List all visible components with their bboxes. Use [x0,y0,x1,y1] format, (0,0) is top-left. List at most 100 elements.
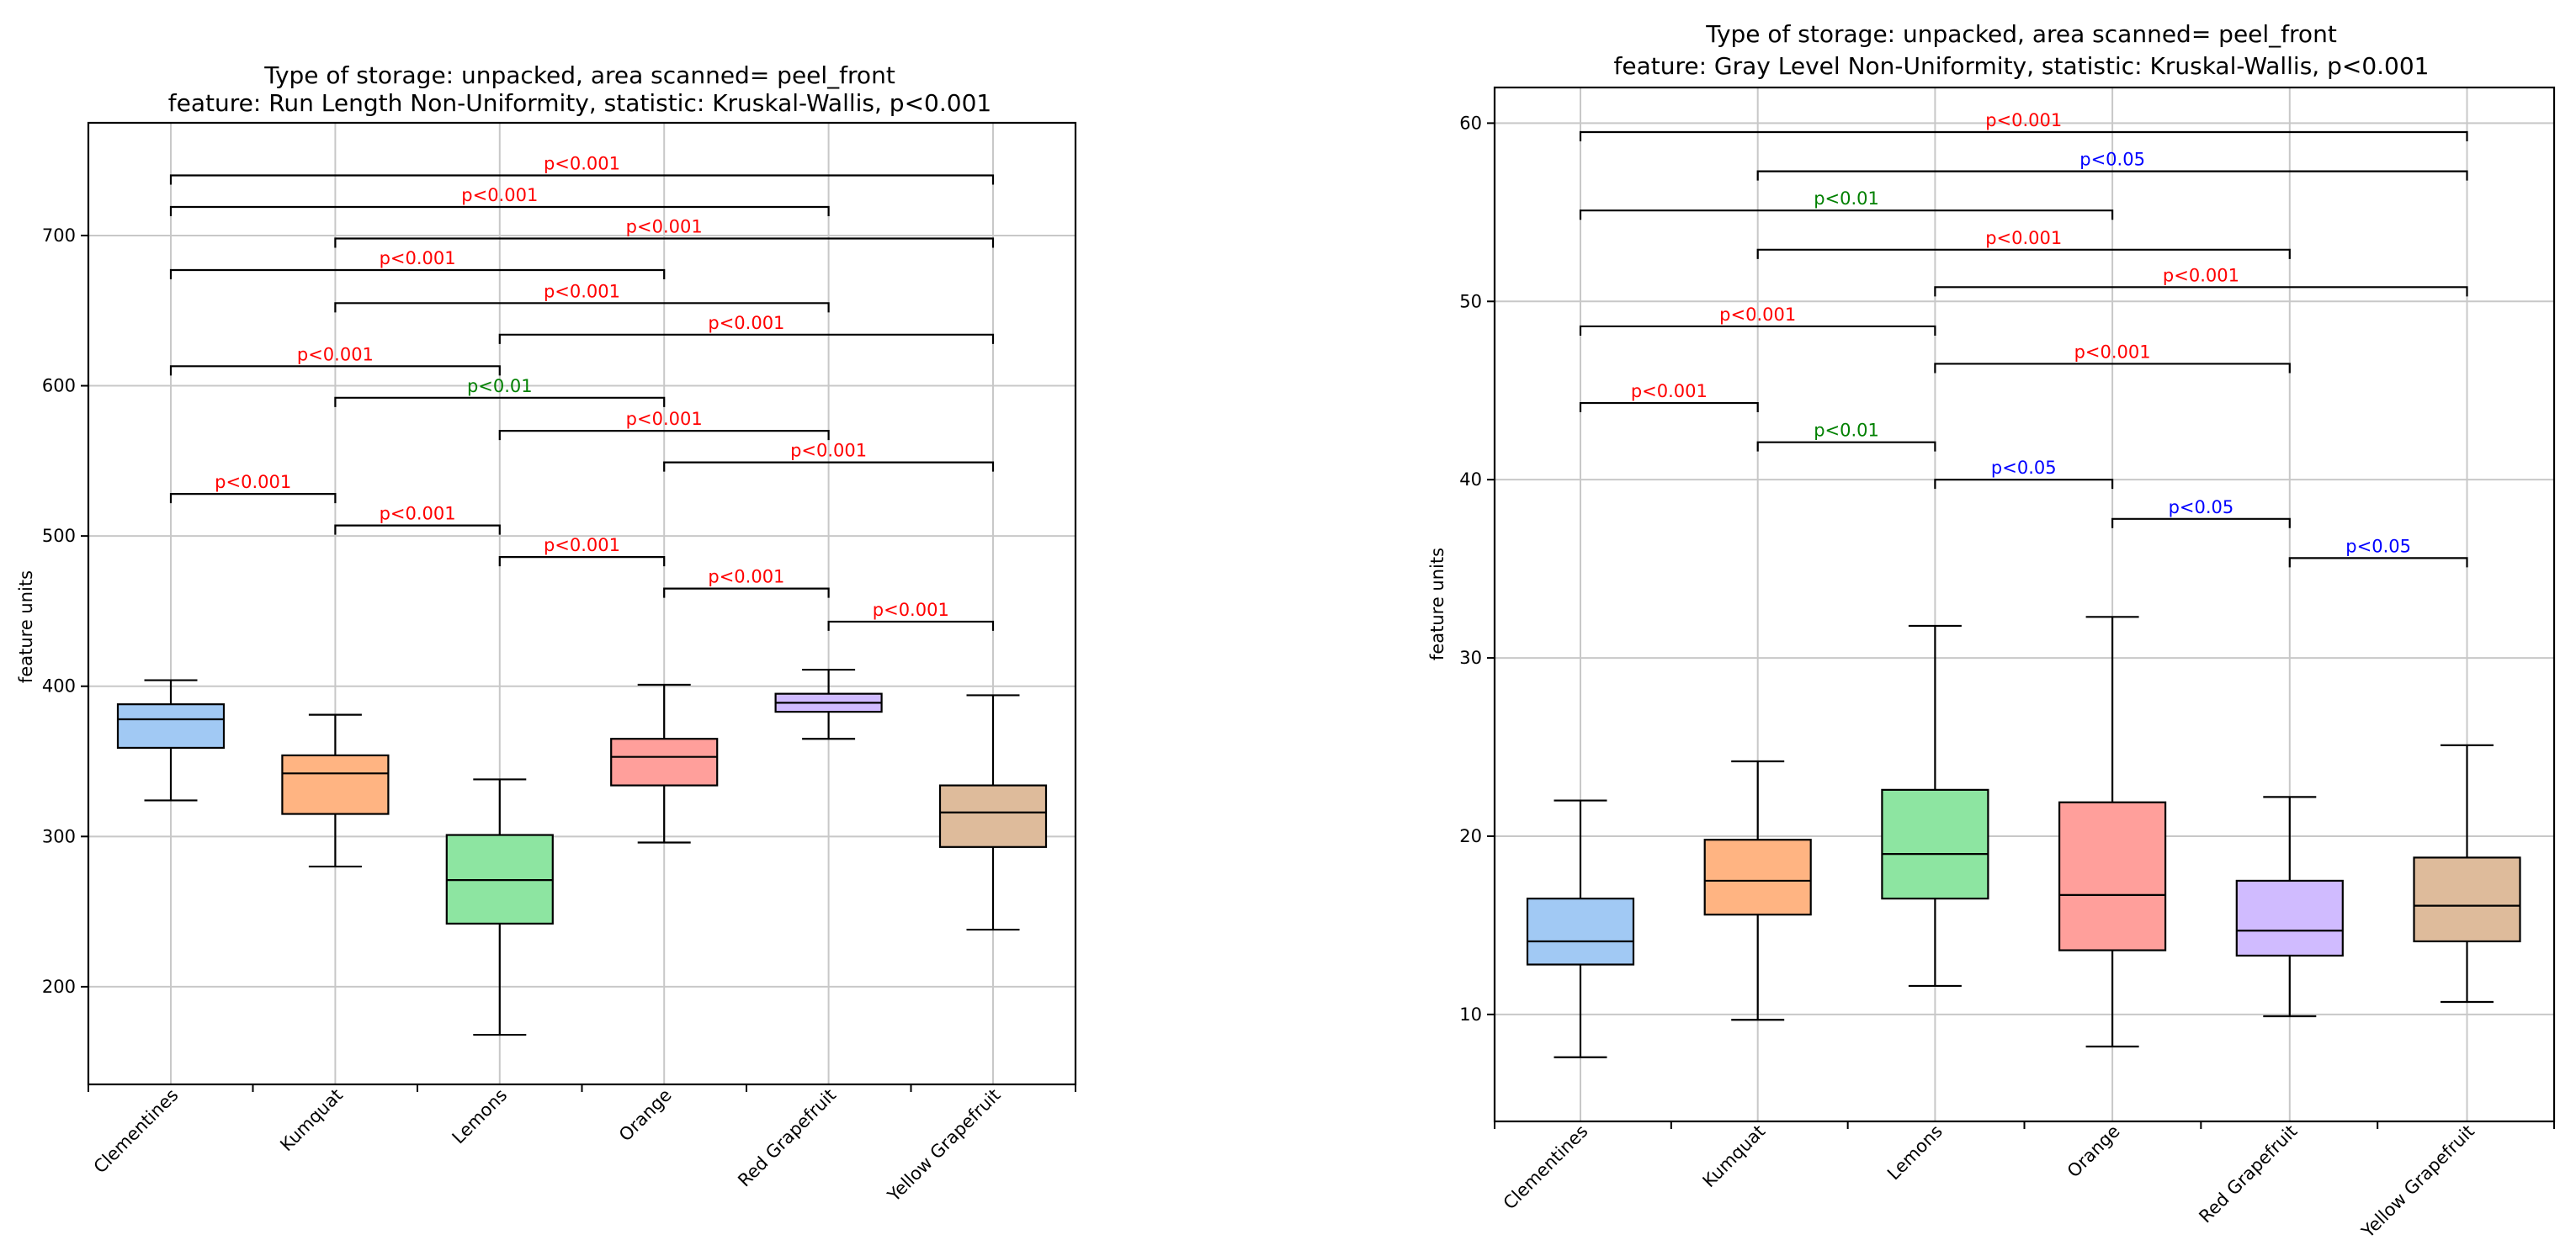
significance-label: p<0.001 [544,154,620,174]
significance-bracket: p<0.05 [2111,497,2291,528]
significance-bracket: p<0.001 [498,535,666,567]
significance-bracket: p<0.001 [169,472,337,504]
significance-bracket: p<0.001 [663,567,830,598]
significance-bracket: p<0.01 [1579,188,2114,220]
significance-label: p<0.05 [2345,536,2411,556]
significance-bracket: p<0.001 [498,409,830,441]
right-chart-title-line2: feature: Gray Level Non-Uniformity, stat… [1614,52,2430,80]
box-iqr [1703,839,1812,916]
significance-bracket: p<0.001 [1756,228,2291,259]
right-chart-title-line1: Type of storage: unpacked, area scanned=… [1705,20,2337,48]
bracket-line [827,620,995,631]
significance-bracket: p<0.001 [169,248,666,280]
significance-bracket: p<0.001 [169,344,501,376]
significance-label: p<0.01 [1814,188,1879,209]
significance-label: p<0.05 [2079,150,2145,170]
box-lemons [445,778,554,1036]
box-iqr [116,703,226,750]
y-tick-label: 200 [42,977,76,997]
bracket-line [169,493,337,504]
significance-bracket: p<0.05 [1756,150,2468,181]
bracket-line [1756,170,2468,181]
significance-label: p<0.001 [1631,381,1708,401]
box-iqr [2058,801,2167,951]
significance-bracket: p<0.001 [169,185,830,217]
significance-label: p<0.001 [544,281,620,301]
box-iqr [610,738,719,787]
significance-bracket: p<0.001 [334,281,830,313]
y-tick-label: 300 [42,826,76,846]
significance-label: p<0.001 [544,535,620,555]
y-tick-label: 20 [1459,826,1482,846]
box-red-grapefruit [2235,796,2344,1018]
bracket-line [334,396,666,407]
y-tick-label: 40 [1459,469,1482,490]
y-tick-label: 700 [42,225,76,246]
box-iqr [2413,856,2521,943]
box-yellow-grapefruit [938,694,1048,931]
significance-label: p<0.001 [380,504,456,524]
box-red-grapefruit [774,668,883,740]
y-tick-label: 60 [1459,113,1482,133]
left-chart-title-line1: Type of storage: unpacked, area scanned=… [263,61,895,89]
bracket-line [663,461,995,472]
significance-bracket: p<0.001 [334,217,995,248]
significance-bracket: p<0.01 [1756,421,1936,452]
left-chart-y-axis-label: feature units [16,570,36,683]
box-kumquat [281,713,390,868]
significance-label: p<0.001 [790,441,867,461]
y-tick-label: 30 [1459,648,1482,668]
y-tick-label: 400 [42,676,76,697]
significance-label: p<0.001 [873,600,949,620]
bracket-line [169,268,666,280]
bracket-line [1934,363,2291,374]
bracket-line [498,556,666,567]
significance-label: p<0.001 [1719,305,1796,325]
significance-label: p<0.001 [626,409,703,429]
significance-label: p<0.05 [2169,497,2234,517]
box-iqr [2235,879,2344,957]
bracket-line [498,430,830,441]
box-iqr [281,754,390,815]
bracket-line [334,237,995,248]
y-tick-label: 50 [1459,291,1482,311]
bracket-line [1579,401,1759,413]
box-orange [610,683,719,844]
box-clementines [116,679,226,802]
significance-bracket: p<0.001 [334,504,501,535]
significance-label: p<0.001 [626,217,703,237]
bracket-line [1756,441,1936,452]
significance-bracket: p<0.001 [1934,265,2468,297]
significance-bracket: p<0.001 [1579,381,1759,413]
bracket-line [334,302,830,313]
bracket-line [1579,209,2114,220]
significance-label: p<0.001 [2074,342,2151,362]
bracket-line [663,587,830,598]
significance-bracket: p<0.01 [334,376,666,407]
bracket-line [1934,479,2114,490]
box-iqr [1526,898,1635,966]
box-lemons [1881,624,1989,988]
bracket-line [1756,248,2291,259]
bracket-line [2111,517,2291,528]
bracket-line [498,333,995,344]
box-iqr [938,784,1048,848]
bracket-line [334,524,501,535]
significance-label: p<0.001 [1985,110,2062,130]
significance-bracket: p<0.001 [827,600,995,631]
bracket-line [169,365,501,376]
right-chart-y-axis-label: feature units [1427,548,1447,660]
bracket-line [2288,557,2468,568]
significance-label: p<0.001 [1985,228,2062,248]
significance-label: p<0.001 [708,567,784,587]
bracket-line [169,205,830,217]
box-yellow-grapefruit [2413,744,2521,1004]
significance-label: p<0.001 [380,248,456,268]
significance-bracket: p<0.001 [169,154,995,185]
significance-label: p<0.001 [461,185,538,205]
y-tick-label: 10 [1459,1004,1482,1025]
bracket-line [1579,325,1936,336]
box-iqr [1881,788,1989,900]
significance-label: p<0.001 [215,472,291,492]
